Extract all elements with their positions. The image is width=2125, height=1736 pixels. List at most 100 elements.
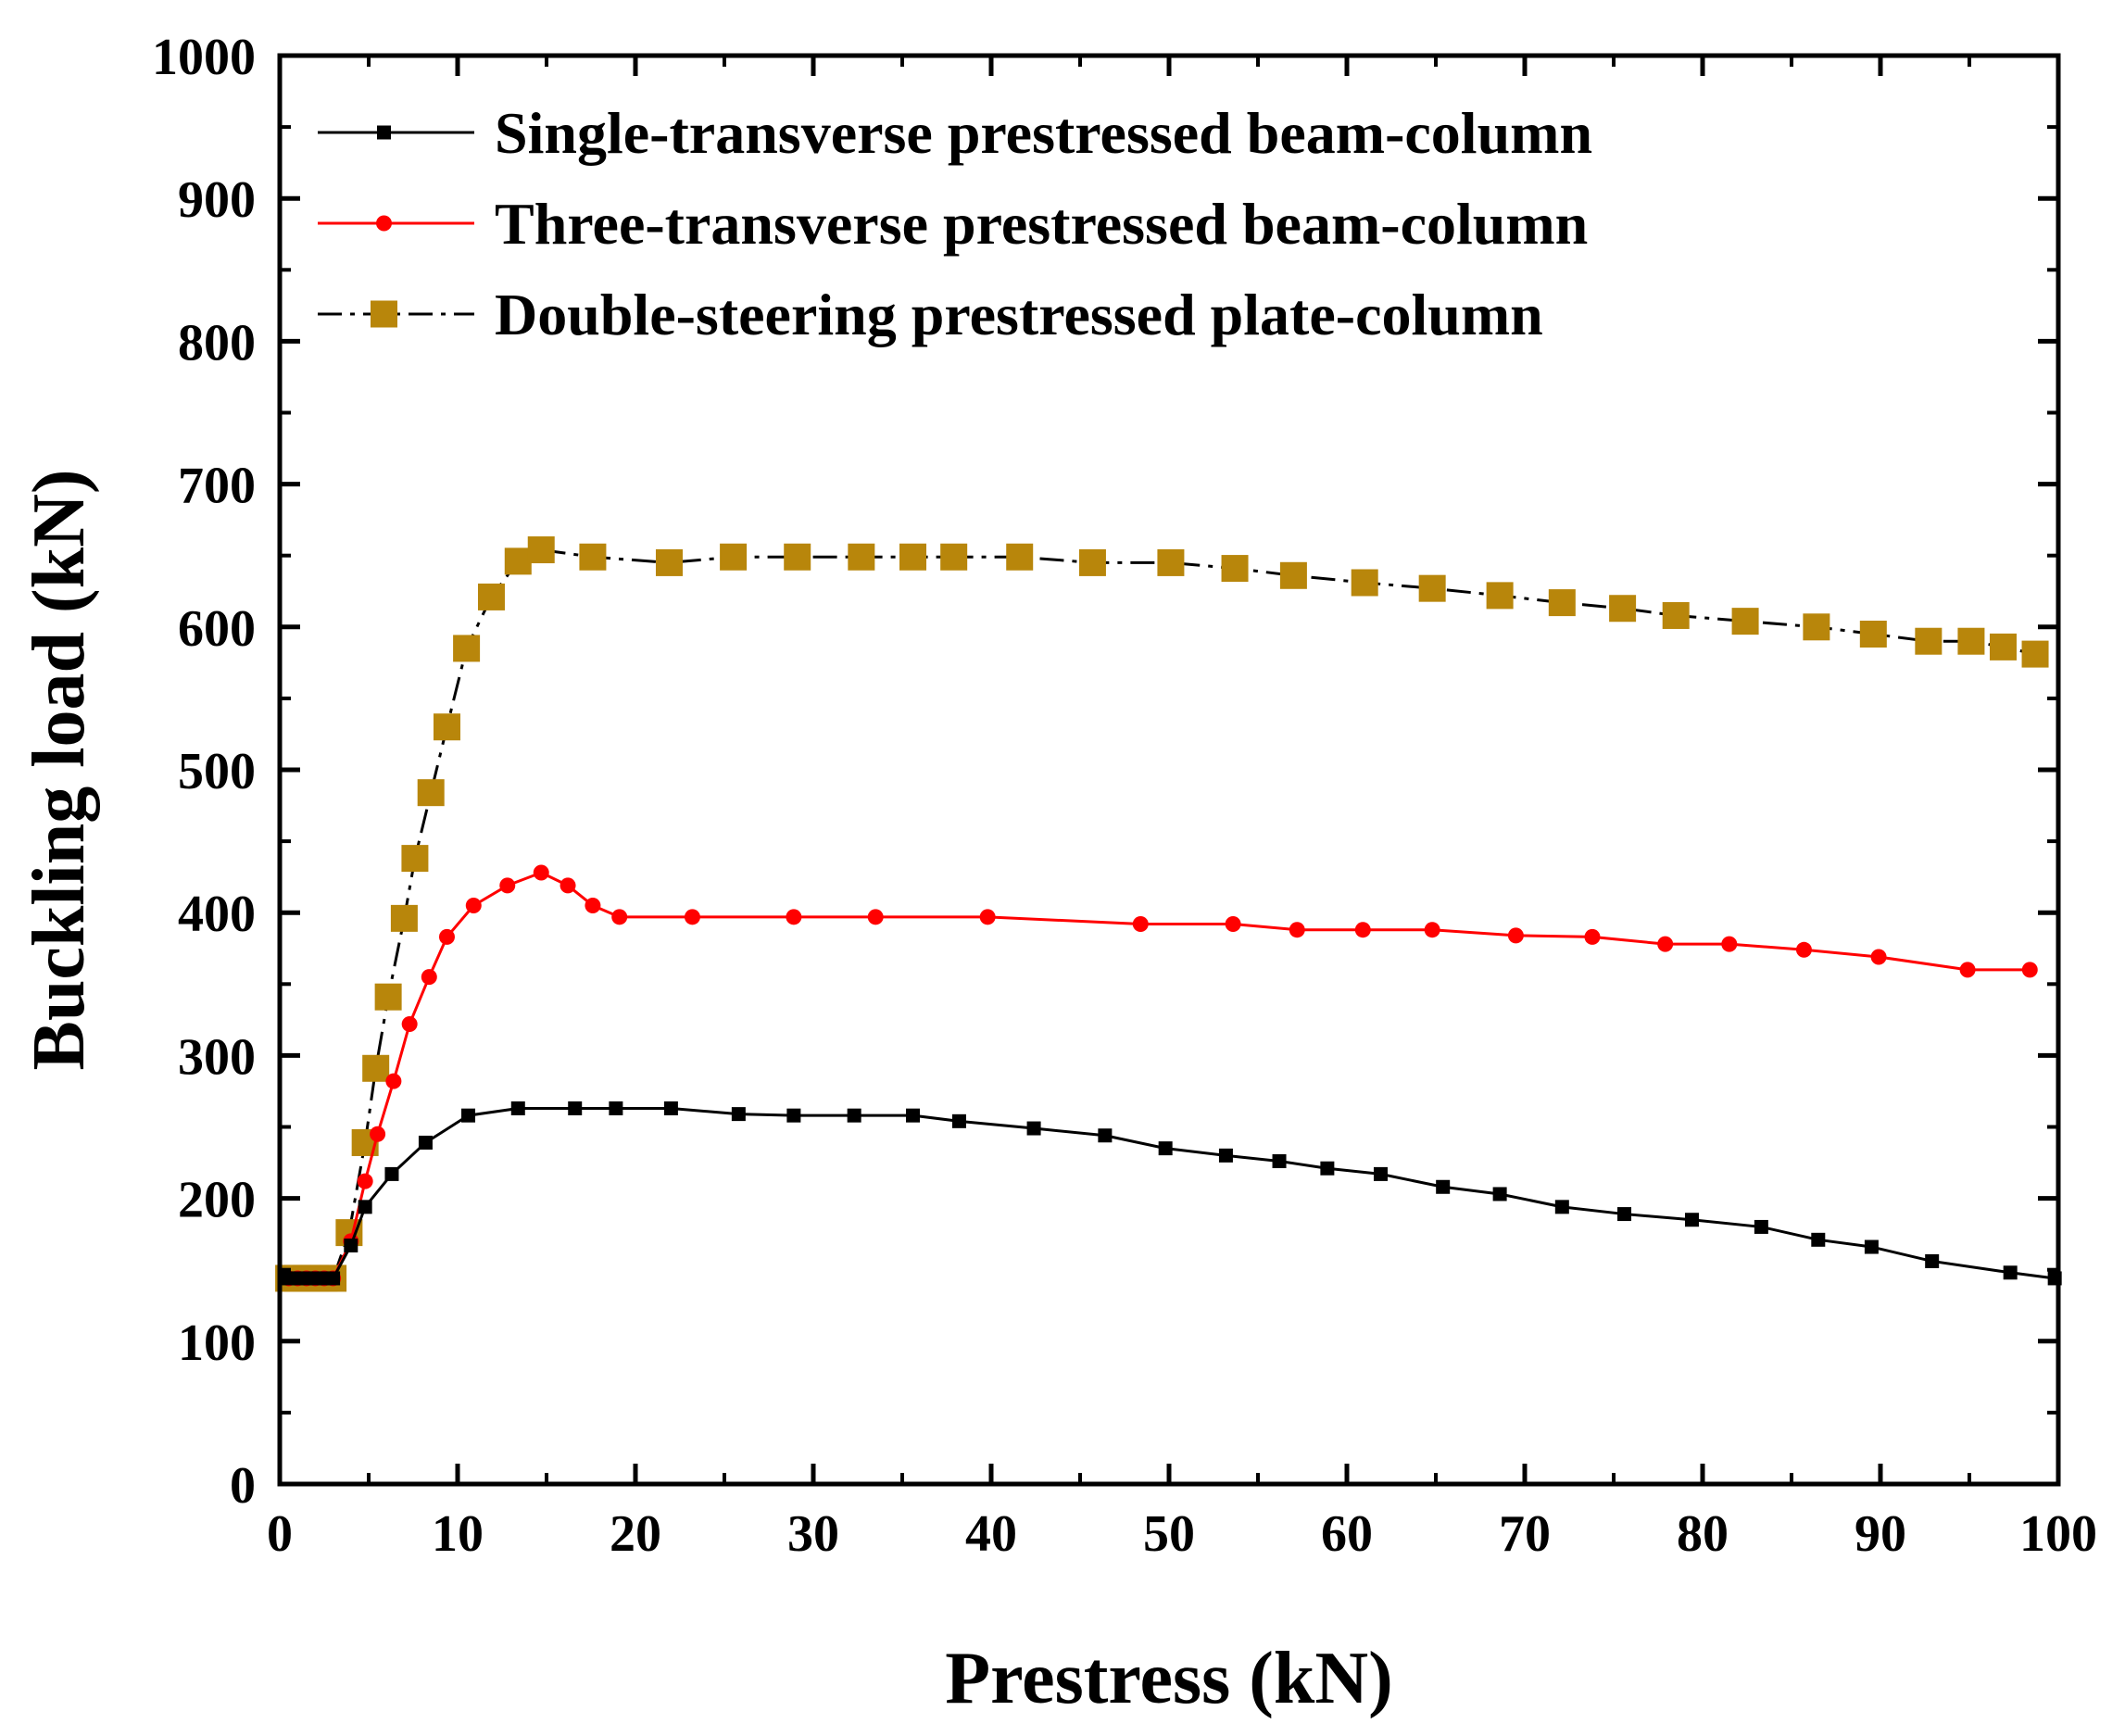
- data-point: [358, 1200, 372, 1214]
- data-point: [344, 1238, 358, 1252]
- y-tick-label: 800: [178, 314, 256, 371]
- data-point: [784, 543, 811, 571]
- data-point: [1870, 949, 1887, 965]
- data-point: [477, 583, 505, 610]
- data-point: [1078, 548, 1106, 576]
- data-point: [951, 1113, 966, 1128]
- data-point: [385, 1073, 402, 1089]
- data-point: [655, 548, 683, 576]
- data-point: [1026, 1121, 1041, 1136]
- data-point: [1218, 1148, 1233, 1163]
- data-point: [940, 543, 968, 571]
- y-tick-label: 500: [178, 743, 256, 800]
- legend-marker: [371, 300, 397, 328]
- y-axis-title: Buckling load (kN): [19, 469, 100, 1070]
- x-tick-label: 0: [267, 1505, 293, 1563]
- data-point: [438, 928, 455, 945]
- data-point: [401, 1015, 418, 1032]
- data-point: [979, 909, 996, 925]
- data-point: [421, 969, 437, 986]
- data-point: [384, 1166, 399, 1181]
- data-point: [417, 779, 445, 807]
- data-point: [1320, 1161, 1335, 1176]
- data-point: [461, 1108, 476, 1123]
- y-tick-label: 700: [178, 458, 256, 515]
- data-point: [611, 909, 628, 925]
- data-point: [465, 897, 482, 913]
- data-point: [1006, 543, 1034, 571]
- data-point: [1354, 922, 1371, 938]
- x-axis-title: Prestress (kN): [945, 1638, 1393, 1719]
- data-point: [374, 983, 402, 1011]
- data-point: [1436, 1179, 1451, 1194]
- data-point: [1864, 1239, 1879, 1254]
- data-point: [533, 864, 549, 881]
- y-tick-label: 0: [230, 1457, 256, 1515]
- data-point: [401, 845, 429, 873]
- x-tick-label: 70: [1499, 1505, 1551, 1563]
- data-point: [1289, 922, 1305, 938]
- series-1: [282, 1101, 2062, 1286]
- y-tick-label: 400: [178, 886, 256, 943]
- data-point: [1811, 1232, 1826, 1247]
- legend-label: Three-transverse prestressed beam-column: [495, 191, 1588, 257]
- series-2: [281, 864, 2038, 1287]
- legend-label: Single-transverse prestressed beam-colum…: [495, 100, 1592, 166]
- y-tick-label: 600: [178, 600, 256, 658]
- y-tick-label: 200: [178, 1172, 256, 1229]
- data-point: [906, 1108, 921, 1123]
- data-point: [1132, 916, 1149, 933]
- data-point: [1803, 613, 1830, 641]
- data-point: [357, 1173, 373, 1189]
- data-point: [1754, 1219, 1768, 1234]
- data-point: [1617, 1207, 1632, 1222]
- data-point: [2021, 962, 2038, 978]
- plot-frame: [277, 53, 2061, 1487]
- data-point: [499, 877, 516, 894]
- data-point: [1424, 922, 1440, 938]
- data-point: [390, 904, 418, 932]
- data-point: [2003, 1265, 2018, 1280]
- data-point: [1418, 574, 1446, 602]
- data-point: [1915, 627, 1943, 655]
- data-point: [453, 635, 481, 662]
- data-point: [1486, 582, 1514, 610]
- legend-marker: [377, 125, 391, 140]
- data-point: [2021, 640, 2049, 668]
- data-point: [504, 547, 532, 575]
- y-tick-label: 100: [178, 1315, 256, 1372]
- x-tick-label: 60: [1321, 1505, 1373, 1563]
- x-tick-label: 100: [2019, 1505, 2097, 1563]
- data-point: [527, 536, 555, 564]
- series-layer: [275, 536, 2062, 1292]
- data-point: [1657, 936, 1674, 952]
- data-point: [1098, 1128, 1113, 1143]
- series-line: [288, 871, 2031, 1280]
- data-point: [1225, 916, 1241, 933]
- x-tick-label: 20: [610, 1505, 661, 1563]
- data-point: [899, 543, 927, 571]
- data-point: [1351, 569, 1378, 597]
- data-point: [1157, 548, 1185, 576]
- data-point: [585, 897, 601, 913]
- data-point: [579, 543, 607, 571]
- data-point: [1684, 1213, 1699, 1227]
- data-point: [1989, 633, 2017, 660]
- data-point: [847, 1108, 861, 1123]
- data-point: [418, 1135, 433, 1150]
- data-point: [560, 877, 576, 894]
- data-point: [1548, 589, 1576, 617]
- x-tick-label: 40: [965, 1505, 1017, 1563]
- data-point: [1554, 1200, 1569, 1214]
- series-line: [288, 548, 2036, 1280]
- data-point: [684, 909, 700, 925]
- legend: Single-transverse prestressed beam-colum…: [318, 100, 1592, 347]
- data-point: [433, 713, 460, 741]
- data-point: [663, 1101, 678, 1115]
- data-point: [568, 1101, 583, 1115]
- data-point: [510, 1101, 525, 1115]
- data-point: [609, 1101, 623, 1115]
- data-point: [1925, 1253, 1940, 1268]
- data-point: [1859, 621, 1887, 648]
